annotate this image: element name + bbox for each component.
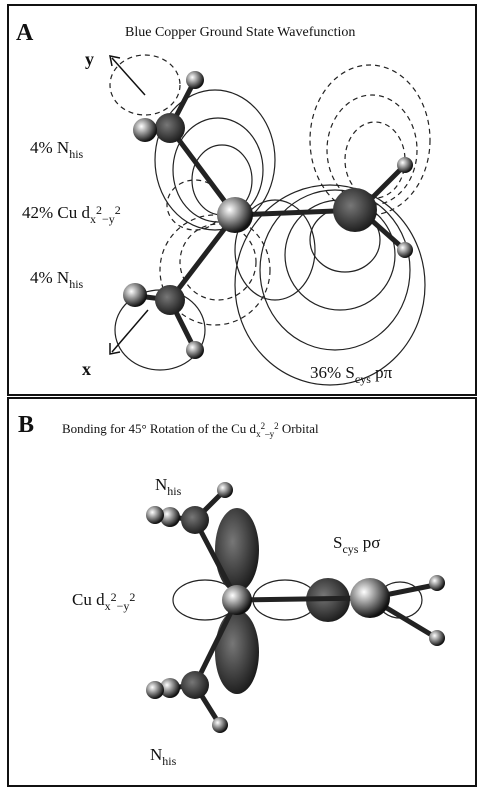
text-part: cys (355, 372, 371, 386)
panel-border (7, 397, 477, 787)
axis-label: y (85, 49, 94, 69)
panel-b: B Bonding for 45° Rotation of the Cu dx2… (7, 397, 477, 787)
text-part: –y (264, 429, 275, 439)
text-part: Cu d (72, 590, 105, 609)
text-part: −y (102, 212, 115, 226)
text-part: x (256, 429, 261, 439)
contours (109, 54, 431, 386)
label: 42% Cu dx2−y2 (22, 203, 121, 226)
text-part: 4% N (30, 268, 69, 287)
text-part: his (167, 484, 181, 498)
text-part: Orbital (279, 421, 319, 436)
axis-label: x (82, 359, 91, 379)
panel-title: Blue Copper Ground State Wavefunction (125, 25, 355, 40)
text-part: 2 (111, 590, 117, 604)
text-part: −y (117, 599, 130, 613)
text-part: his (69, 277, 83, 291)
text-part: Bonding for 45° Rotation of the Cu d (62, 421, 257, 436)
label: 4% Nhis (30, 138, 84, 161)
label: Cu dx2−y2 (72, 590, 135, 613)
label: Nhis (150, 745, 177, 768)
text-part: N (155, 475, 167, 494)
panel-title: Bonding for 45° Rotation of the Cu dx2–y… (62, 421, 319, 439)
text-part: 42% Cu d (22, 203, 91, 222)
text-part: x (105, 599, 111, 613)
text-part: 2 (129, 590, 135, 604)
text-part: N (150, 745, 162, 764)
text-part: 2 (274, 421, 279, 431)
panel-a: A Blue Copper Ground State Wavefunction (7, 4, 477, 396)
text-part: S (333, 533, 342, 552)
text-part: pπ (371, 363, 393, 382)
text-part: x (90, 212, 96, 226)
label: Scys pσ (333, 533, 380, 556)
text-part: 4% N (30, 138, 69, 157)
panel-letter: A (16, 20, 34, 46)
panel-border (7, 4, 477, 396)
molecule (146, 482, 445, 733)
text-part: 2 (115, 203, 121, 217)
label: Nhis (155, 475, 182, 498)
panel-letter: B (18, 412, 34, 438)
text-part: cys (342, 542, 358, 556)
text-part: 2 (96, 203, 102, 217)
molecule (109, 55, 413, 359)
label: 36% Scys pπ (310, 363, 393, 386)
text-part: pσ (358, 533, 380, 552)
text-part: his (162, 754, 176, 768)
text-part: 36% S (310, 363, 355, 382)
label: 4% Nhis (30, 268, 84, 291)
text-part: 2 (261, 421, 266, 431)
text-part: his (69, 147, 83, 161)
